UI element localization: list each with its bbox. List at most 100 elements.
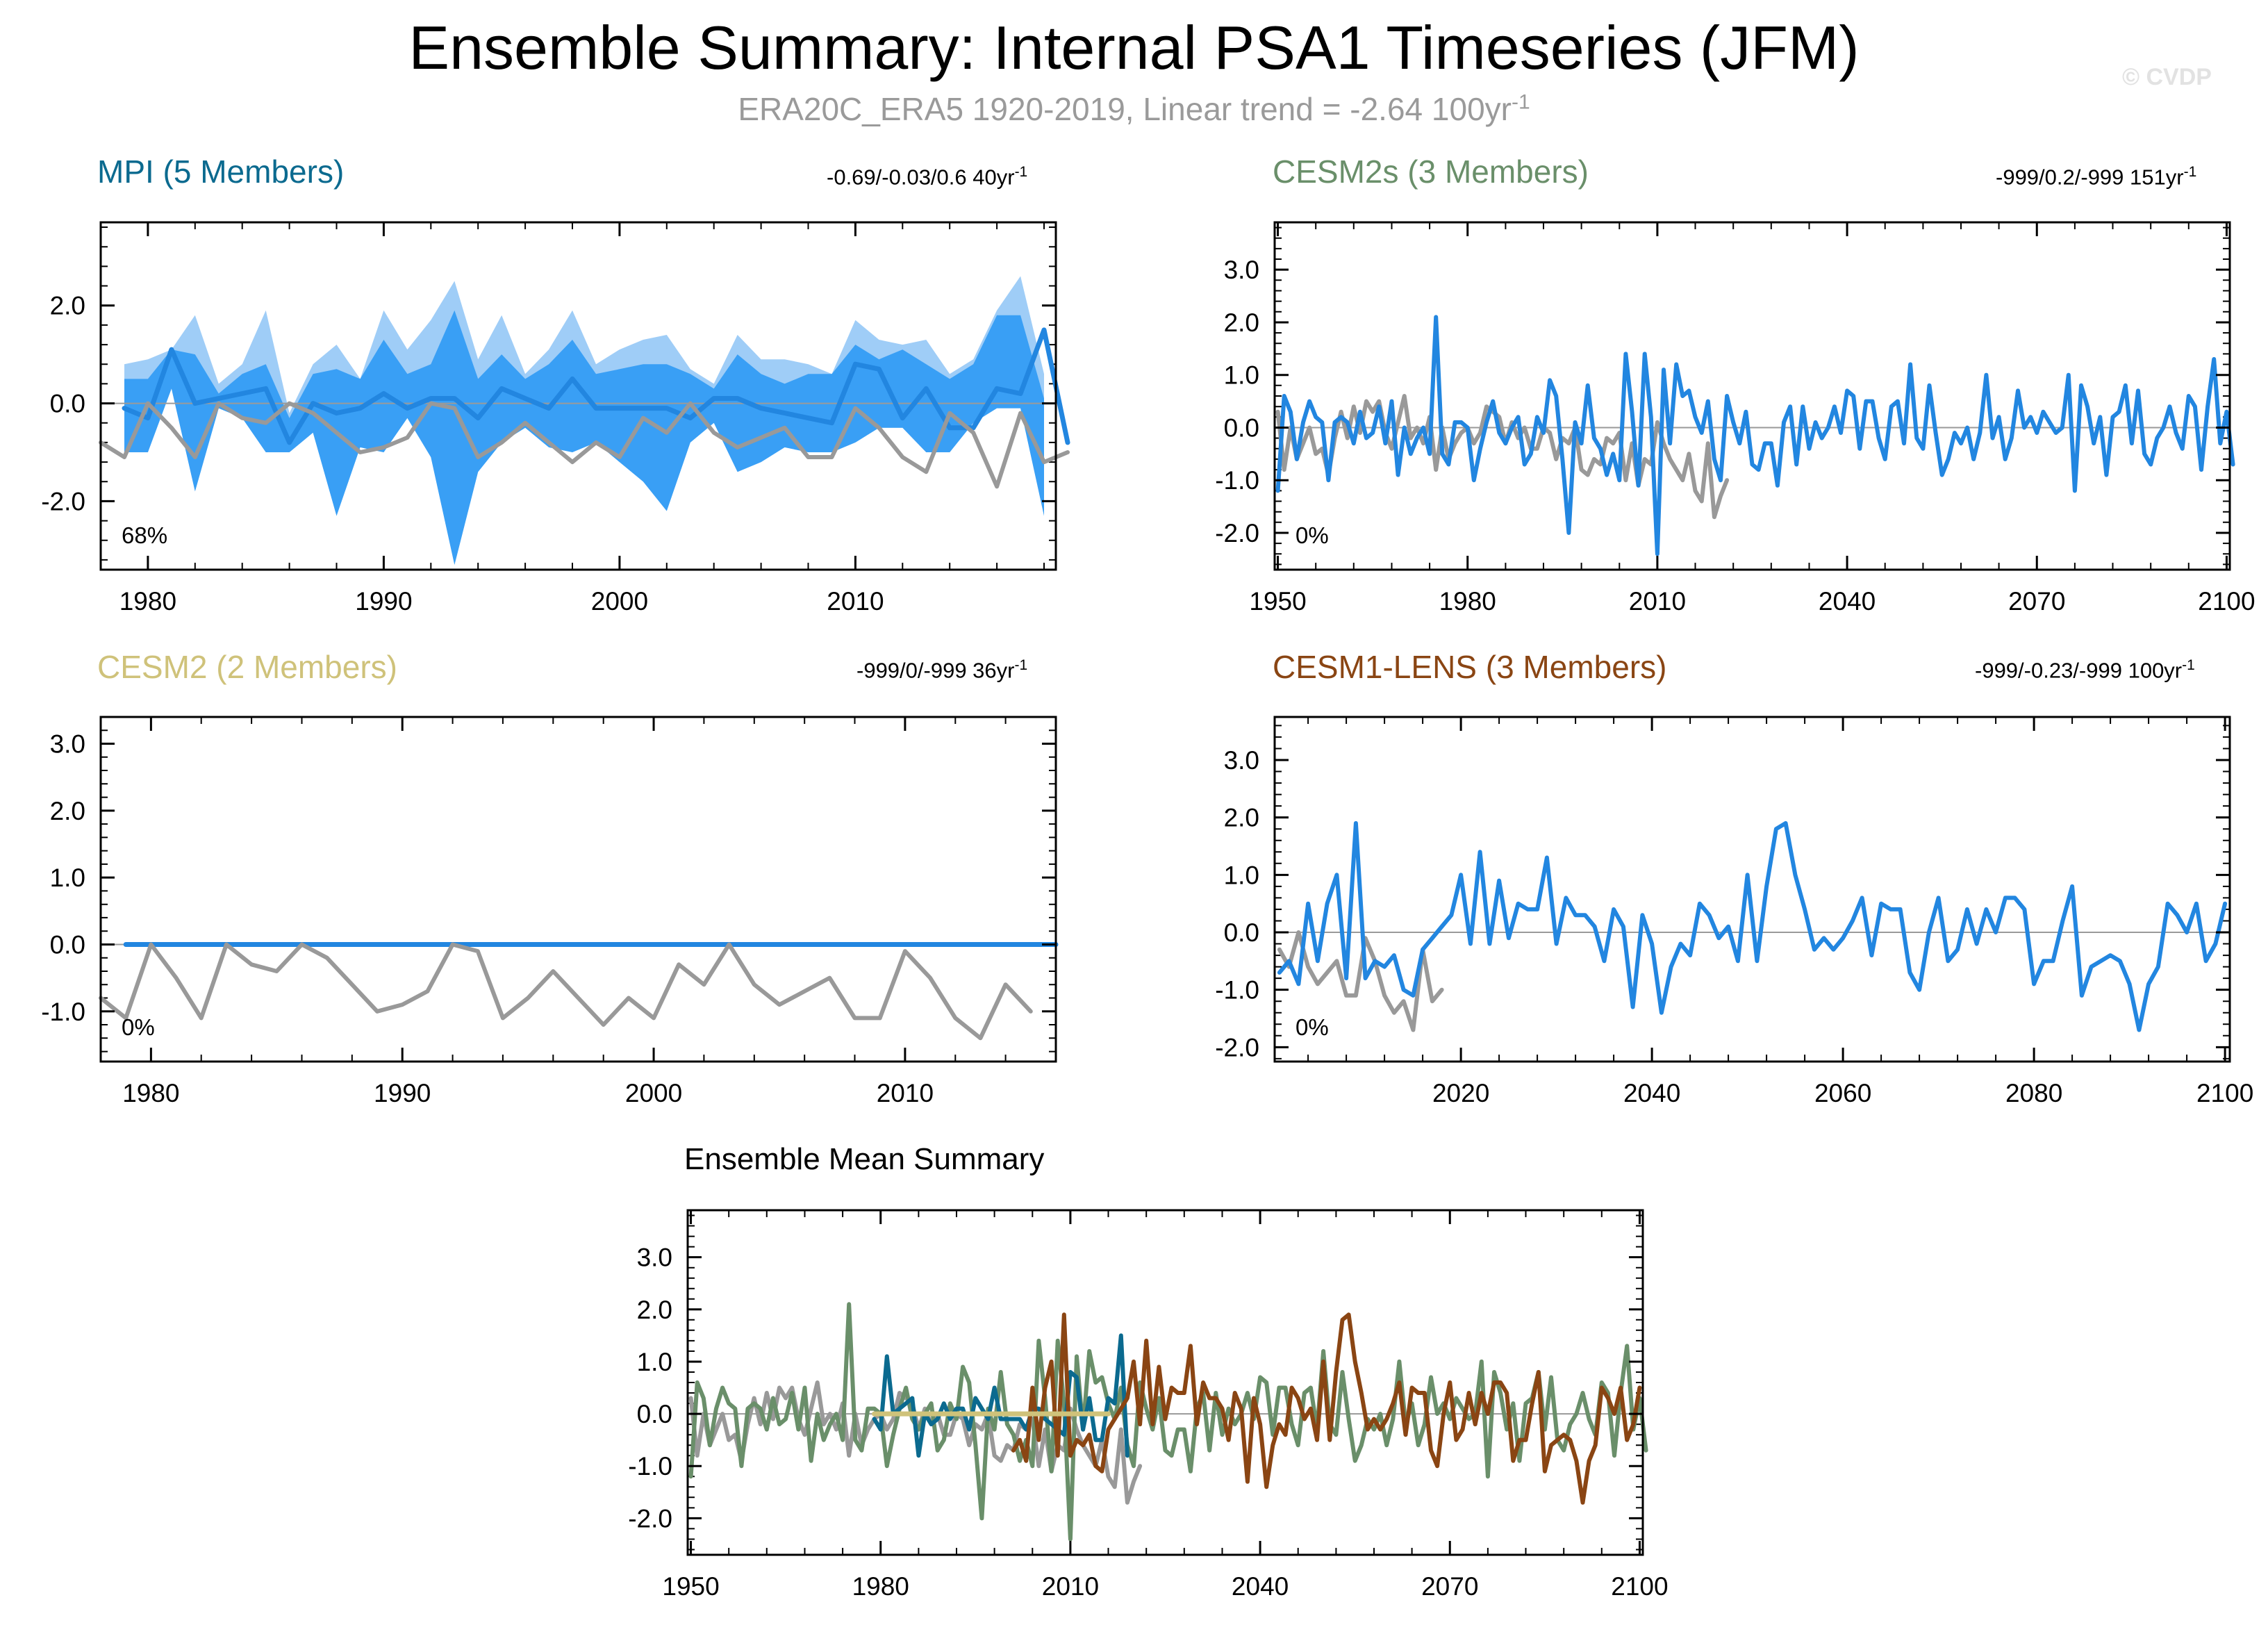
cesm2-ytick-label: 3.0: [50, 730, 85, 759]
cesm1-ytick-label: 1.0: [1224, 861, 1259, 889]
cesm2-percent-label: 0%: [122, 1014, 155, 1040]
mpi-series-ensemble-mean: [122, 327, 1070, 445]
page-title: Ensemble Summary: Internal PSA1 Timeseri…: [408, 13, 1860, 82]
panel-trend-cesm2: -999/0/-999 36yr-1: [856, 657, 1027, 683]
panel-trend-mpi: -0.69/-0.03/0.6 40yr-1: [827, 164, 1027, 190]
cesm2s-ytick-label: 2.0: [1224, 308, 1259, 337]
cesm2s-ytick-label: 3.0: [1224, 256, 1259, 284]
cesm1-series-ensemble-mean: [1277, 820, 2228, 1032]
cesm2-ytick-label: -1.0: [41, 998, 85, 1026]
mpi-ytick-label: 2.0: [50, 292, 85, 320]
cesm1-xtick-label: 2040: [1623, 1079, 1680, 1107]
mean-xtick-label: 1980: [852, 1572, 909, 1601]
cesm2s-xtick-label: 2010: [1629, 587, 1686, 616]
panel-title-cesm2s: CESM2s (3 Members): [1273, 154, 1589, 190]
cesm2s-series-observations: [1275, 394, 1730, 520]
panel-trend-cesm1: -999/-0.23/-999 100yr-1: [1975, 657, 2195, 683]
trend-text-mpi: -0.69/-0.03/0.6 40yr: [827, 165, 1015, 190]
cesm2s-xtick-label: 1980: [1439, 587, 1496, 616]
panel-title-mpi: MPI (5 Members): [97, 154, 345, 190]
cesm2s-ytick-label: 1.0: [1224, 361, 1259, 390]
mean-xtick-label: 2100: [1611, 1572, 1668, 1601]
mean-xtick-label: 1950: [662, 1572, 719, 1601]
cesm2-frame: [99, 716, 1057, 1063]
trend-exponent-mpi: -1: [1014, 164, 1028, 180]
trend-text-cesm2s: -999/0.2/-999 151yr: [1996, 165, 2184, 190]
mpi-band-outer: [124, 276, 1044, 565]
cesm1-ytick-label: 0.0: [1224, 918, 1259, 947]
cesm2-ytick-label: 0.0: [50, 930, 85, 959]
mpi-ytick-label: 0.0: [50, 390, 85, 418]
mpi-chart: -2.0 0.0 2.0 1980 1990 2000 2010 68%: [41, 221, 1070, 616]
mean-ytick-label: 0.0: [637, 1400, 672, 1428]
mean-minor-ticks: [688, 1210, 1643, 1555]
cesm2-minor-ticks: [100, 717, 1057, 1062]
cesm1-xtick-label: 2020: [1432, 1079, 1489, 1107]
cesm2s-ytick-label: -1.0: [1215, 466, 1259, 495]
cesm2-chart: -1.0 0.0 1.0 2.0 3.0 1980 1990 2000 2010 0%: [41, 716, 1059, 1107]
trend-exponent-cesm1: -1: [2182, 657, 2195, 673]
cesm1-frame: [1273, 716, 2231, 1063]
cesm1-ytick-label: -1.0: [1215, 976, 1259, 1005]
mean-ytick-label: 3.0: [637, 1244, 672, 1272]
mean-xtick-label: 2040: [1232, 1572, 1289, 1601]
cesm2-ytick-label: 2.0: [50, 797, 85, 825]
mean-chart: -2.0 -1.0 0.0 1.0 2.0 3.0 1950 1980 2010 2040 2070…: [628, 1209, 1669, 1601]
cesm2-series-observations: [99, 942, 1033, 1041]
trend-exponent-cesm2: -1: [1014, 657, 1028, 673]
mpi-frame: [99, 221, 1057, 571]
cesm2s-frame: [1273, 221, 2231, 571]
cesm1-xtick-label: 2080: [2005, 1079, 2062, 1107]
cesm1-chart: -2.0 -1.0 0.0 1.0 2.0 3.0 2020 2040 2060 2080 2100…: [1215, 716, 2253, 1107]
cesm1-percent-label: 0%: [1296, 1014, 1329, 1040]
mean-frame: [686, 1209, 1644, 1556]
mpi-ytick-label: -2.0: [41, 487, 85, 515]
mpi-xtick-label: 1990: [355, 587, 412, 616]
panel-title-mean: Ensemble Mean Summary: [684, 1142, 1045, 1176]
subtitle-text: ERA20C_ERA5 1920-2019, Linear trend = -2…: [738, 91, 1512, 127]
trend-text-cesm1: -999/-0.23/-999 100yr: [1975, 658, 2183, 683]
trend-text-cesm2: -999/0/-999 36yr: [856, 658, 1015, 683]
mean-xtick-label: 2010: [1042, 1572, 1099, 1601]
mean-series-CESM2s: [688, 1302, 1648, 1542]
cesm1-xtick-label: 2060: [1814, 1079, 1871, 1107]
mean-ytick-label: 1.0: [637, 1348, 672, 1376]
mpi-xtick-label: 2000: [591, 587, 648, 616]
cesm1-minor-ticks: [1275, 717, 2230, 1062]
mpi-percent-label: 68%: [122, 522, 167, 548]
panel-title-cesm2: CESM2 (2 Members): [97, 649, 397, 685]
cesm2-xtick-label: 2010: [877, 1079, 934, 1107]
cesm2s-xtick-label: 2070: [2008, 587, 2065, 616]
mean-series-observations: [688, 1380, 1143, 1505]
cesm1-xtick-label: 2100: [2196, 1079, 2253, 1107]
panel-title-cesm1: CESM1-LENS (3 Members): [1273, 649, 1667, 685]
mean-ytick-label: -1.0: [628, 1452, 672, 1480]
mpi-xtick-label: 1980: [119, 587, 176, 616]
mean-series-MPI: [872, 1333, 1129, 1458]
cesm1-ytick-label: -2.0: [1215, 1033, 1259, 1062]
mpi-minor-ticks: [100, 222, 1056, 570]
cesm2s-ytick-label: -2.0: [1215, 519, 1259, 547]
mean-xtick-label: 2070: [1421, 1572, 1478, 1601]
cesm2-xtick-label: 1990: [374, 1079, 431, 1107]
cesm2s-chart: -2.0 -1.0 0.0 1.0 2.0 3.0 1950 1980 2010 2040 2070…: [1215, 221, 2255, 616]
mpi-band-inner: [124, 310, 1044, 565]
cesm1-series-observations: [1277, 930, 1444, 1032]
cesm2s-ytick-label: 0.0: [1224, 413, 1259, 442]
subtitle-exponent: -1: [1511, 90, 1530, 114]
panel-trend-cesm2s: -999/0.2/-999 151yr-1: [1996, 164, 2196, 190]
cesm2-xtick-label: 1980: [122, 1079, 179, 1107]
cesm2s-xtick-label: 1950: [1249, 587, 1306, 616]
mpi-series-observations: [99, 401, 1070, 489]
cesm2s-minor-ticks: [1275, 222, 2230, 570]
cesm2s-series-ensemble-mean: [1275, 315, 2235, 556]
cesm2-xtick-label: 2000: [625, 1079, 682, 1107]
mean-ytick-label: -2.0: [628, 1504, 672, 1533]
cesm2-ytick-label: 1.0: [50, 864, 85, 892]
cesm2s-xtick-label: 2100: [2198, 587, 2255, 616]
mean-ytick-label: 2.0: [637, 1296, 672, 1324]
cesm1-ytick-label: 2.0: [1224, 804, 1259, 832]
trend-exponent-cesm2s: -1: [2183, 164, 2197, 180]
cvdp-watermark: © CVDP: [2122, 64, 2212, 90]
